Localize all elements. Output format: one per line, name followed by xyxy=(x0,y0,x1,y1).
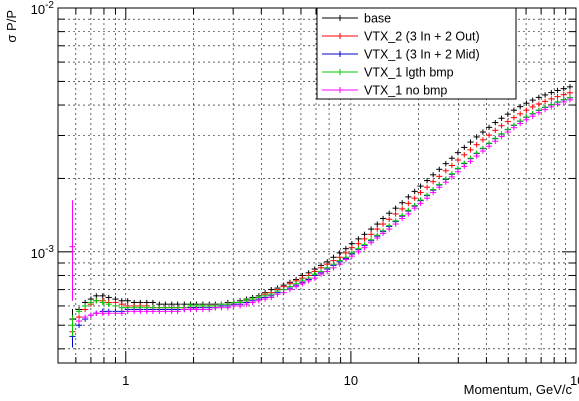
legend-label: VTX_2 (3 In + 2 Out) xyxy=(364,30,480,44)
x-tick-label: 1 xyxy=(122,373,129,388)
legend-label: VTX_1 lgth bmp xyxy=(364,66,454,80)
data-series xyxy=(69,84,574,348)
legend-label: base xyxy=(364,12,391,26)
y-tick-label: 10-2 xyxy=(31,0,55,17)
y-tick-label: 10-3 xyxy=(31,244,55,261)
x-tick-label: 10 xyxy=(344,373,358,388)
y-axis-title: σ P/P xyxy=(4,10,19,43)
legend-label: VTX_1 no bmp xyxy=(364,84,447,98)
tick-labels: 1 10 102 10-3 10-2 xyxy=(31,0,579,388)
legend-label: VTX_1 (3 In + 2 Mid) xyxy=(364,48,480,62)
x-tick-label: 102 xyxy=(570,371,579,388)
legend: base VTX_2 (3 In + 2 Out) VTX_1 (3 In + 2 … xyxy=(316,7,517,100)
x-axis-title: Momentum, GeV/c xyxy=(464,382,573,397)
series-4 xyxy=(69,97,574,324)
